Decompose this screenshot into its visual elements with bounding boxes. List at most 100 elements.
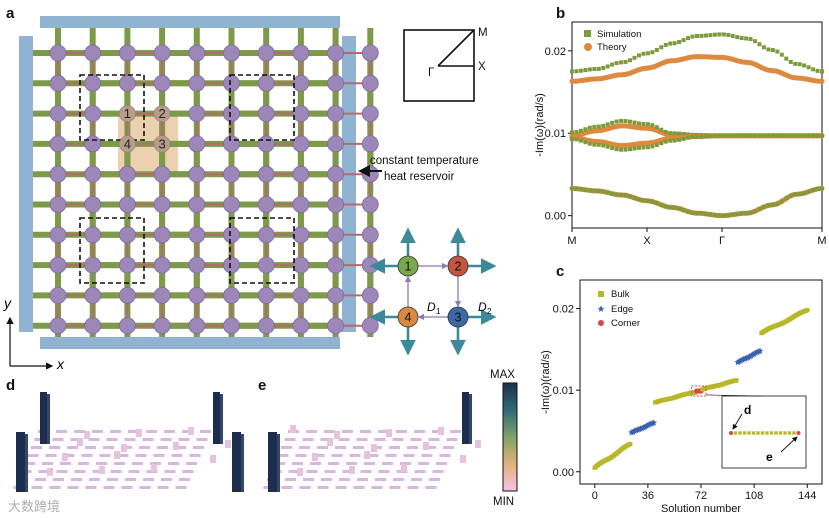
inset-bulk-marker [760,431,765,435]
sim-marker-1 [641,122,646,127]
bar-tile [89,478,100,481]
sim-marker-2 [806,133,811,138]
lattice-node [223,105,240,122]
lattice-node [49,135,67,153]
sim-marker-3 [761,204,766,209]
watermark: 大数跨境 [8,499,60,514]
sim-marker-0 [703,33,708,38]
lattice-node [49,74,67,92]
sim-marker-2 [793,133,798,138]
bar-tile [353,486,365,489]
bar-tile [378,430,389,433]
sim-marker-3 [596,188,601,193]
bar-tile [450,430,461,433]
sim-marker-1 [636,121,641,126]
lattice-node [361,74,379,92]
bar-small [371,444,377,452]
sim-marker-2 [744,133,749,138]
lattice-node [257,74,275,92]
lattice-node [327,44,345,62]
sim-marker-1 [601,123,606,128]
sim-marker-2 [712,133,717,138]
bar-small [327,438,333,446]
lattice-node [49,105,67,122]
sim-marker-0 [717,32,722,37]
sim-marker-3 [784,196,789,201]
sim-marker-3 [632,195,637,200]
lattice-node [153,256,171,274]
bar-tile [139,446,150,449]
sim-marker-2 [596,142,601,147]
sim-marker-0 [690,34,695,39]
bar-tile [153,454,165,457]
inset-corner-marker [729,431,733,435]
sim-marker-2 [699,134,704,139]
colorbar: MAX MIN [490,369,518,508]
bar-tile [178,438,190,441]
sim-marker-2 [721,133,726,138]
unit-cell-site-label: 1 [405,260,412,274]
bar-tile [432,470,444,473]
lattice-node [292,165,310,183]
inset-bulk-marker [742,431,747,435]
sim-marker-2 [619,147,624,152]
bar-tall-side [220,394,223,444]
bar-tile [360,470,372,473]
bar-tile [56,470,68,473]
d1-subscript: 1 [436,307,441,316]
lattice-node [153,74,171,92]
lattice-node [361,135,379,153]
axis-x-label: x [56,356,65,372]
bar-tile [107,478,118,481]
bar-tile [385,454,397,457]
bar-tile [393,478,404,481]
sim-marker-3 [766,203,771,208]
bar-tile [189,454,201,457]
bar-tile [63,454,75,457]
bar-tile [317,486,329,489]
sim-marker-1 [681,131,686,136]
sim-marker-0 [802,63,807,68]
lattice-node [223,317,240,335]
lattice-node [257,135,275,153]
inset-bulk-marker [792,431,796,435]
bar-tile [175,446,186,449]
x-tick-label: M [817,235,826,247]
sim-marker-1 [619,118,624,123]
d1-label: D [427,300,436,314]
sim-marker-2 [770,133,775,138]
bar-tile [182,430,193,433]
bar-tile [446,438,458,441]
lattice-node [292,286,310,304]
site-label: 2 [158,106,165,121]
sim-marker-2 [703,134,708,139]
bar-tile [164,470,176,473]
bz-label-gamma: Γ [428,67,435,79]
sim-marker-1 [650,123,655,128]
sim-marker-3 [636,197,641,202]
bar-tile [306,430,317,433]
lattice-node [49,317,67,335]
lattice-node [257,226,275,244]
bar-tile [157,486,169,489]
sim-marker-1 [632,120,637,125]
lattice-node [188,226,206,244]
bar-tile [313,454,325,457]
sim-marker-1 [614,119,619,124]
sim-marker-0 [784,56,789,61]
sim-marker-3 [663,204,668,209]
lattice-node [49,256,67,274]
sim-marker-1 [672,131,677,136]
sim-marker-0 [659,45,664,50]
sim-marker-2 [654,143,659,148]
legend-label-corner: Corner [611,318,640,329]
bar-tile [128,470,140,473]
y-tick-label: 0.02 [553,304,574,316]
x-tick-label: X [643,235,651,247]
bulk-marker [627,441,633,447]
sim-marker-2 [587,141,592,146]
bar-tile [200,430,211,433]
lattice-node [119,44,136,62]
bar-tile [67,446,78,449]
theory-line-0 [569,54,825,84]
